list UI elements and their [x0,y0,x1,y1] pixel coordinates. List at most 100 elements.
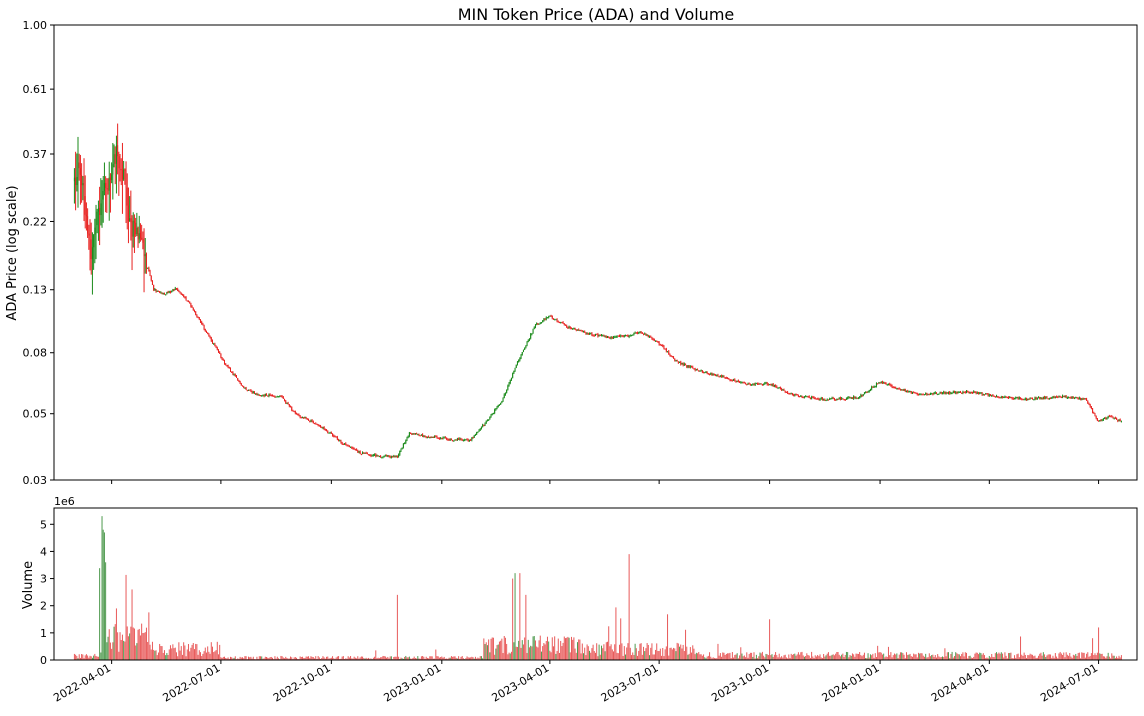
volume-bar [739,655,741,660]
volume-bar [482,658,484,660]
volume-bar [334,658,336,660]
candle-body [556,319,558,322]
candle-body [707,373,709,375]
candle-body [1047,398,1049,400]
volume-bar [1066,654,1068,660]
candle-body [455,439,457,441]
candle-body [365,452,367,454]
candle-body [717,375,719,377]
candle-body [310,420,312,422]
volume-bar [368,657,370,660]
volume-bar [781,656,783,660]
volume-bar [150,649,152,660]
candle-body [898,388,900,390]
volume-bar [555,653,557,660]
candle-body [280,395,282,397]
volume-bar [626,647,628,660]
volume-bar [691,652,693,660]
candle-body [805,396,807,398]
volume-bar [394,656,396,660]
volume-bar [502,653,504,660]
volume-bar [528,647,530,660]
volume-bar [1074,655,1076,660]
candle-body [637,332,639,334]
candle-body [138,233,140,240]
volume-bar [336,656,338,660]
volume-bar [284,658,286,660]
candle-body [673,356,675,359]
candle-body [587,333,589,335]
candle-body [417,434,419,436]
volume-bar [645,648,647,660]
volume-bar [1088,656,1090,660]
candle-body [645,333,647,336]
candle-body [285,400,287,404]
volume-bar [964,652,966,660]
candle-body [793,395,795,397]
volume-bar [187,644,189,660]
candle-body [871,386,873,390]
volume-bar [953,656,955,660]
volume-bar [1120,655,1122,660]
candle-body [956,392,958,394]
volume-bar [573,637,575,660]
volume-bar [689,647,691,660]
candle-body [934,392,936,394]
volume-bar [578,639,580,660]
volume-bar [615,607,617,660]
candle-body [534,324,536,328]
candle-body [670,355,672,357]
volume-bar [180,646,182,660]
candle-body [622,335,624,338]
candle-body [119,168,121,170]
candle-body [1018,397,1020,399]
volume-bar [1045,657,1047,660]
volume-bar [1108,656,1110,660]
volume-bar [890,652,892,660]
candle-body [736,380,738,382]
volume-bar [303,658,305,660]
volume-bar [668,655,670,660]
candle-body [760,383,762,385]
candle-body [255,393,257,395]
volume-bar [508,652,510,660]
candle-body [464,439,466,442]
candle-body [217,349,219,353]
candle-body [504,392,506,395]
candle-body [263,395,265,397]
volume-bar [85,654,87,660]
candle-body [468,439,470,441]
candle-body [1046,397,1048,399]
volume-bar [811,651,813,660]
volume-bar [408,656,410,660]
volume-bar [138,628,140,660]
candle-body [306,418,308,420]
volume-bar [454,656,456,660]
candle-body [214,343,216,347]
volume-bar [384,656,386,660]
candle-body [865,391,867,394]
volume-bar [106,642,108,660]
volume-bar [191,644,193,660]
volume-bar [270,656,272,660]
candle-body [961,392,963,394]
volume-bar [172,644,174,660]
candle-body [781,388,783,390]
x-tick-label: 2023-10-01 [709,661,771,704]
volume-bar [121,634,123,660]
candle-body [180,293,182,295]
volume-bar [226,658,228,660]
candle-body [401,447,403,449]
volume-bar [285,656,287,660]
candle-body [1002,396,1004,399]
candle-body [430,436,432,439]
volume-bar [705,658,707,660]
volume-bar [513,642,515,660]
volume-bar [935,657,937,660]
volume-bar [898,654,900,660]
volume-bar [835,653,837,660]
volume-bar [865,657,867,660]
volume-bar [801,651,803,660]
volume-bar [169,645,171,660]
volume-bar [620,618,622,660]
